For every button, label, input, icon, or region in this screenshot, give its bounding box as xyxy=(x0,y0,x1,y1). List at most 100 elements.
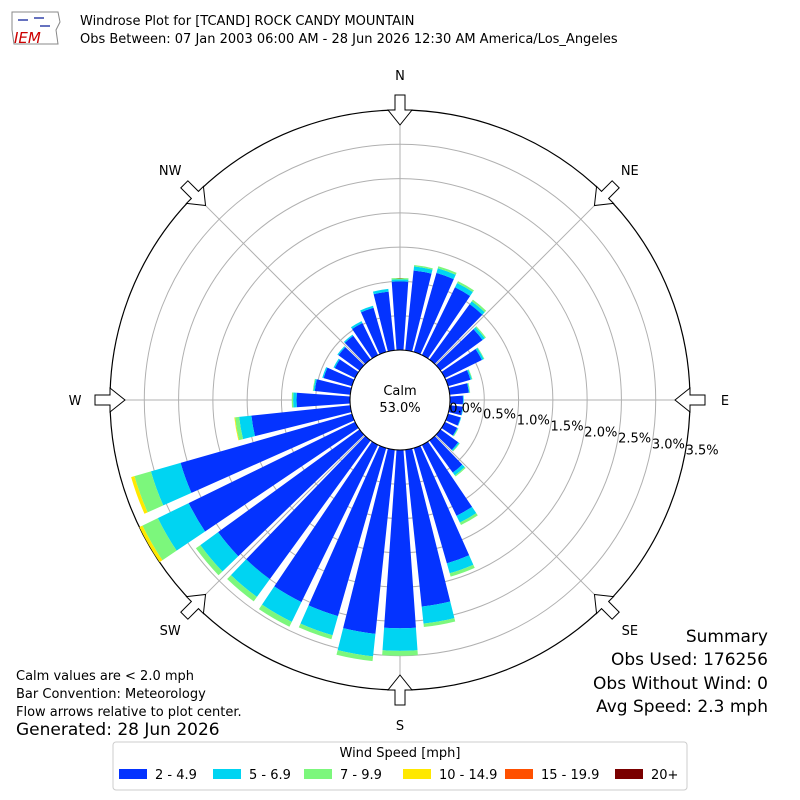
calm-circle xyxy=(349,349,451,451)
r-tick-label: 2.0% xyxy=(584,425,617,440)
r-tick-label: 0.0% xyxy=(449,402,482,417)
logo-lines xyxy=(18,17,50,27)
arrow-shape xyxy=(180,593,207,620)
bar-segment xyxy=(372,288,389,295)
legend-label: 7 - 9.9 xyxy=(340,768,382,783)
bar-segment xyxy=(261,586,302,622)
bar-segment xyxy=(230,559,270,597)
legend-swatch xyxy=(119,769,147,779)
bar-segment xyxy=(453,428,459,437)
bar-segment xyxy=(313,378,317,392)
bar-segment xyxy=(291,392,294,408)
bar-segment xyxy=(246,435,371,580)
r-tick-label: 3.0% xyxy=(652,437,685,452)
bar-segment xyxy=(139,525,163,563)
compass-arrow xyxy=(94,386,126,414)
bar-segment xyxy=(218,429,365,557)
bar-segment xyxy=(441,421,458,436)
bar-segment xyxy=(449,564,475,577)
bar-segment xyxy=(337,628,376,657)
chart-subtitle: Obs Between: 07 Jan 2003 06:00 AM - 28 J… xyxy=(80,32,618,47)
bar-segment xyxy=(413,266,433,274)
r-tick-label: 1.0% xyxy=(517,414,550,429)
chart-title: Windrose Plot for [TCAND] ROCK CANDY MOU… xyxy=(80,14,415,29)
arrow-shape xyxy=(674,386,706,414)
bar-segment xyxy=(308,445,387,617)
bar-segment xyxy=(391,278,409,280)
bar-segment xyxy=(421,441,473,516)
compass-arrow xyxy=(593,180,620,207)
bar-segment xyxy=(456,506,477,523)
legend-title: Wind Speed [mph] xyxy=(340,746,461,761)
bar-segment xyxy=(334,359,359,379)
bar-segment xyxy=(435,429,459,450)
bar-segment xyxy=(459,513,478,526)
legend-swatch xyxy=(304,769,332,779)
bar-segment xyxy=(452,464,465,476)
bar-segment xyxy=(457,281,474,293)
bar-segment xyxy=(251,405,352,437)
bar-segment xyxy=(423,618,456,628)
bar-segment xyxy=(451,442,460,451)
bar-segment xyxy=(448,383,469,395)
bar-segment xyxy=(322,367,328,379)
compass-label: S xyxy=(396,719,404,734)
calm-label: Calm xyxy=(383,384,416,399)
legend-swatch xyxy=(505,769,533,779)
bar-segment xyxy=(338,347,365,371)
bar-segment xyxy=(421,601,455,624)
bar-segment xyxy=(382,650,418,656)
bar-segment xyxy=(344,335,371,365)
bar-segment xyxy=(413,272,454,355)
bar-segment xyxy=(429,435,463,473)
compass-arrow xyxy=(180,593,207,620)
legend-label: 15 - 19.9 xyxy=(541,768,599,783)
bar-segment xyxy=(445,413,461,426)
compass-label: NW xyxy=(159,164,182,179)
bar-segment xyxy=(452,443,460,452)
arrow-shape xyxy=(593,180,620,207)
bar-segment xyxy=(298,623,333,640)
radial-line xyxy=(194,435,365,606)
compass-label: SE xyxy=(622,624,638,639)
bar-segment xyxy=(360,307,387,355)
calm-value: 53.0% xyxy=(379,401,420,416)
bar-segment xyxy=(437,266,457,275)
legend-label: 5 - 6.9 xyxy=(249,768,291,783)
bar-segment xyxy=(446,555,474,574)
arrow-shape xyxy=(386,94,414,126)
arrow-shape xyxy=(593,593,620,620)
bar-segment xyxy=(449,395,464,405)
bar-segment xyxy=(414,265,433,270)
legend-swatch xyxy=(213,769,241,779)
radial-line xyxy=(435,435,606,606)
bar-segment xyxy=(448,405,463,416)
logo-bg xyxy=(8,8,64,48)
bar-segment xyxy=(333,358,340,369)
radial-line xyxy=(435,194,606,365)
bar-segment xyxy=(467,382,471,393)
compass-arrow xyxy=(180,180,207,207)
bar-segment xyxy=(454,282,473,297)
bar-segment xyxy=(384,449,416,629)
bar-segment xyxy=(405,448,451,607)
bar-segment xyxy=(475,326,486,339)
bar-segment xyxy=(258,604,292,627)
bar-segment xyxy=(274,441,379,603)
logo-outline xyxy=(11,11,61,45)
bar-segment xyxy=(477,347,485,360)
bar-segment xyxy=(188,421,359,532)
compass-label: SW xyxy=(160,624,181,639)
bar-segment xyxy=(337,346,346,356)
bar-segment xyxy=(467,383,470,393)
bar-segment xyxy=(471,299,487,313)
bar-segment xyxy=(180,413,355,493)
bar-segment xyxy=(435,329,483,371)
bar-segment xyxy=(234,417,240,441)
summary-line: Obs Used: 176256 xyxy=(611,650,768,670)
note: Flow arrows relative to plot center. xyxy=(16,705,242,720)
logo: IEM xyxy=(8,8,64,48)
plot: 0.0% 0.5% 1.0% 1.5% 2.0% 2.5% 3.0% 3.5% N NE E SE S S… xyxy=(69,69,730,734)
legend-box xyxy=(112,741,688,791)
bar-segment xyxy=(391,279,409,282)
